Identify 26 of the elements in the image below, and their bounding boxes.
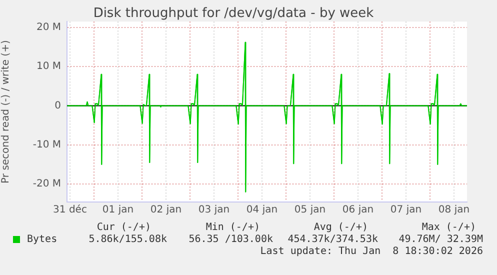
text: 56.35 /103.00k — [188, 234, 273, 246]
text: Cur (-/+) — [96, 222, 151, 234]
x-tick-label: 08 jan — [438, 204, 470, 216]
y-tick-label: 0 — [54, 100, 61, 112]
x-tick-label: 06 jan — [342, 204, 374, 216]
text: Min (-/+) — [206, 222, 260, 234]
x-tick-label: 05 jan — [294, 204, 326, 216]
x-tick-label: 07 jan — [390, 204, 422, 216]
text: Max (-/+) — [422, 222, 476, 234]
y-tick-label: -20 M — [32, 178, 61, 190]
y-tick-label: 10 M — [36, 61, 61, 72]
chart-title: Disk throughput for /dev/vg/data - by week — [93, 6, 374, 22]
x-tick-label: 02 jan — [150, 204, 182, 216]
text: Last update: Thu Jan 8 18:30:02 2026 — [260, 246, 483, 258]
text: 49.76M/ 32.39M — [398, 234, 483, 246]
text: Avg (-/+) — [314, 222, 368, 234]
text: 454.37k/374.53k — [288, 234, 378, 246]
text: 5.86k/155.08k — [88, 234, 167, 246]
y-axis-title: Pr second read (-) / write (+) — [0, 40, 12, 184]
y-tick-label: 20 M — [36, 22, 61, 34]
legend-label: Bytes — [27, 234, 58, 245]
x-tick-label: 01 jan — [102, 204, 134, 216]
x-tick-label: 31 déc — [53, 204, 87, 216]
y-tick-label: -10 M — [32, 139, 61, 150]
x-tick-label: 04 jan — [246, 204, 278, 216]
x-tick-label: 03 jan — [198, 204, 230, 216]
